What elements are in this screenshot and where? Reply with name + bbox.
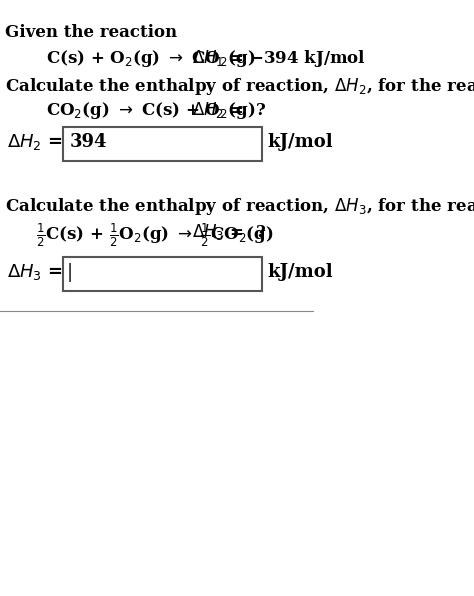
Text: Given the reaction: Given the reaction (5, 24, 177, 41)
Text: $\Delta H_1$ = −394 kJ/mol: $\Delta H_1$ = −394 kJ/mol (192, 48, 366, 69)
Text: 394: 394 (70, 133, 107, 151)
Text: kJ/mol: kJ/mol (267, 263, 333, 281)
Text: Calculate the enthalpy of reaction, $\Delta H_2$, for the reaction: Calculate the enthalpy of reaction, $\De… (5, 76, 474, 97)
Text: $\Delta H_2$ =: $\Delta H_2$ = (7, 132, 63, 152)
FancyBboxPatch shape (63, 257, 262, 291)
Text: CO$_2$(g) $\rightarrow$ C(s) + O$_2$(g): CO$_2$(g) $\rightarrow$ C(s) + O$_2$(g) (46, 100, 255, 121)
Text: kJ/mol: kJ/mol (267, 133, 333, 151)
Text: Calculate the enthalpy of reaction, $\Delta H_3$, for the reaction: Calculate the enthalpy of reaction, $\De… (5, 196, 474, 217)
FancyBboxPatch shape (63, 127, 262, 161)
Text: $\frac{1}{2}$C(s) + $\frac{1}{2}$O$_2$(g) $\rightarrow$ $\frac{1}{2}$CO$_2$(g): $\frac{1}{2}$C(s) + $\frac{1}{2}$O$_2$(g… (36, 222, 274, 249)
Text: $\Delta H_3$ =: $\Delta H_3$ = (7, 262, 63, 282)
Text: |: | (66, 262, 73, 281)
Text: $\Delta H_3$ =  ?: $\Delta H_3$ = ? (192, 222, 266, 242)
Text: C(s) + O$_2$(g) $\rightarrow$ CO$_2$(g): C(s) + O$_2$(g) $\rightarrow$ CO$_2$(g) (46, 48, 255, 69)
Text: $\Delta H_2$ =  ?: $\Delta H_2$ = ? (192, 100, 266, 120)
